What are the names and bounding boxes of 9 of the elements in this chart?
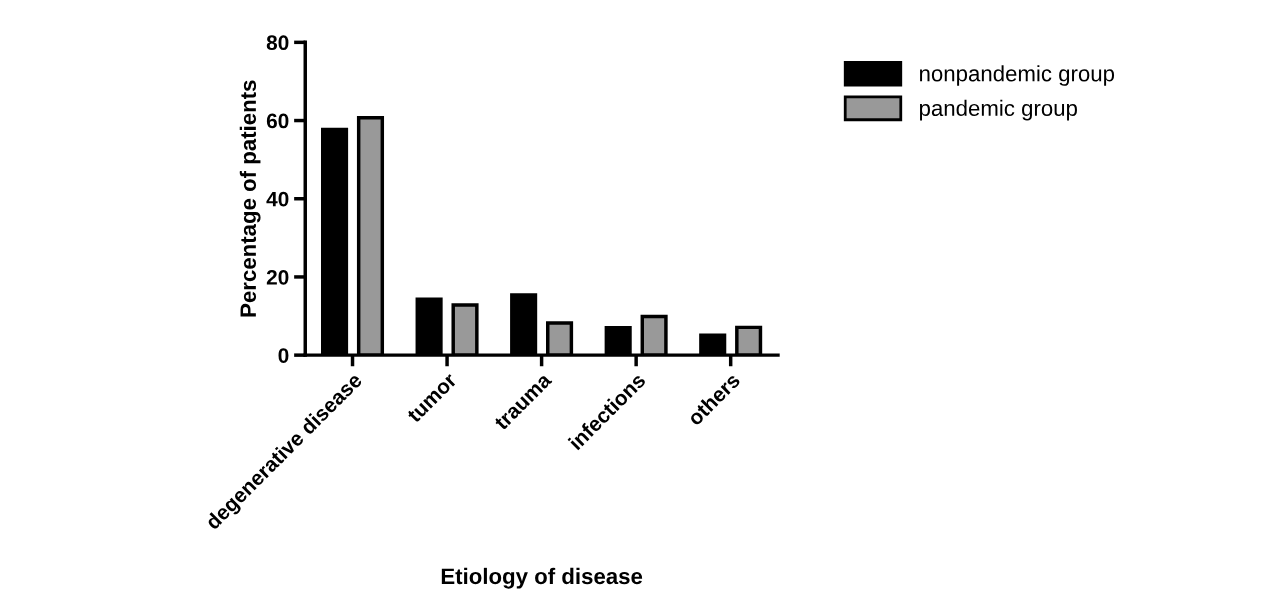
y-tick-label: 20: [266, 269, 289, 285]
legend-label: nonpandemic group: [920, 65, 1115, 86]
y-tick-label: 60: [266, 113, 289, 129]
y-tick-label: 40: [266, 191, 289, 207]
legend-label: pandemic group: [919, 99, 1077, 121]
y-tick-label: 80: [266, 35, 289, 51]
y-axis-title: Percentage of patients: [239, 80, 261, 317]
x-axis-title: Etiology of disease: [441, 567, 643, 589]
y-tick-label: 0: [278, 348, 289, 363]
